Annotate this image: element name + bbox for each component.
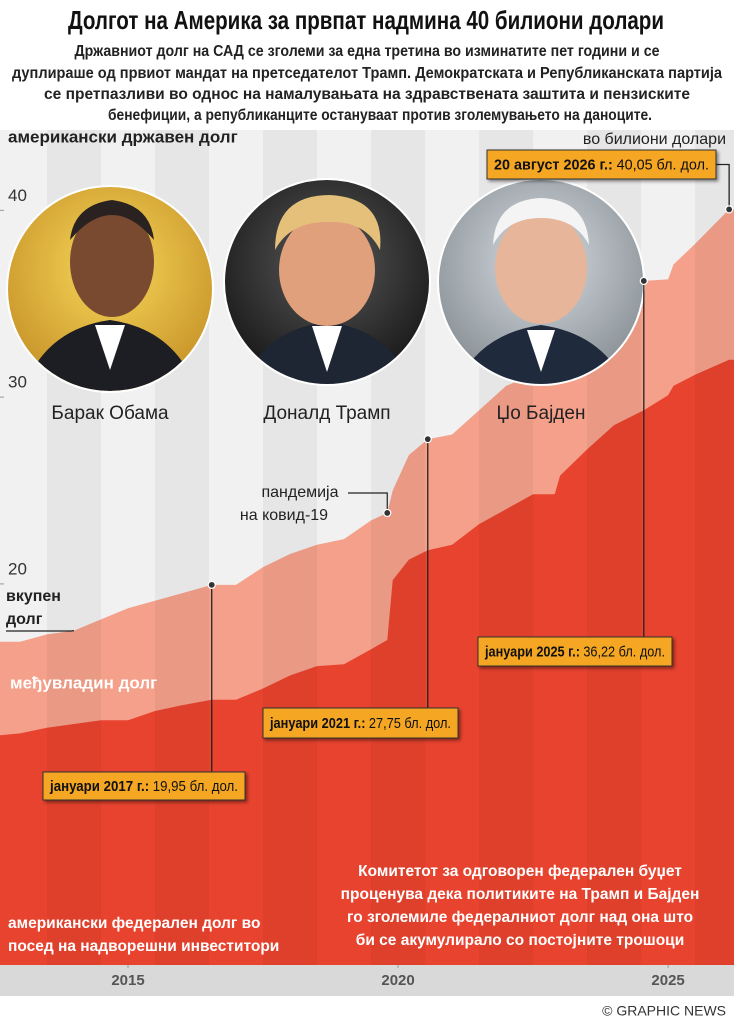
person-name: Барак Обама: [51, 403, 169, 424]
subtitle: Државниот долг на САД се зголеми за една…: [75, 43, 660, 60]
y-tick-label: 40: [8, 186, 27, 205]
point-marker: [639, 276, 648, 286]
leader: [716, 163, 730, 210]
callout-date: јануари 2025 г.:: [484, 643, 580, 660]
point-marker: [423, 435, 432, 444]
callout-text: јануари 2021 г.:27,75 бл. дол.: [269, 715, 451, 732]
series-label: американски федерален долг во посед на на…: [8, 915, 279, 955]
callout-value: 27,75 бл. дол.: [369, 715, 451, 732]
series-label-line: долг: [6, 611, 43, 628]
y-tick-label: 20: [8, 559, 27, 578]
callout-box: [42, 771, 246, 801]
annotation: би се акумулирало со постојните трошоци: [356, 932, 685, 949]
annotation: го зголемиле федералниот долг над она шт…: [347, 909, 693, 926]
annotation: Комитетот за одговорен федерален буџет: [358, 863, 682, 880]
callout-value: 40,05 бл. дол.: [617, 156, 709, 173]
callout-text: 20 август 2026 г.:40,05 бл. дол.: [494, 156, 709, 173]
annotation: пандемија: [261, 484, 338, 501]
year-stripe: [695, 130, 734, 965]
credit: © GRAPHIC NEWS: [602, 1003, 726, 1019]
annotation: на ковид-19: [240, 507, 328, 524]
callout-text: јануари 2025 г.:36,22 бл. дол.: [484, 643, 665, 660]
callout-text: јануари 2017 г.:19,95 бл. дол.: [49, 778, 238, 795]
person-name: Доналд Трамп: [263, 403, 390, 424]
callout-box: [486, 149, 717, 180]
chart-title: Долгот на Америка за првпат надмина 40 б…: [68, 5, 664, 35]
portrait: [6, 185, 214, 393]
series-label-line: вкупен: [6, 588, 61, 605]
x-tick-label: 2025: [651, 972, 684, 989]
units-label: во билиони долари: [583, 131, 726, 148]
annotation: проценува дека политиките на Трамп и Бај…: [341, 886, 700, 903]
series-label-line: американски федерален долг во: [8, 915, 260, 932]
subtitle: се претпазливи во однос на намалувањата …: [44, 86, 690, 103]
callout-date: 20 август 2026 г.:: [494, 156, 613, 173]
area: [0, 359, 734, 965]
callout-date: јануари 2021 г.:: [269, 715, 365, 732]
y-axis-label: американски државен долг: [8, 127, 238, 146]
callout-box: [262, 707, 459, 739]
x-tick-label: 2020: [381, 972, 414, 989]
series-label-line: посед на надворешни инвеститори: [8, 938, 279, 955]
callout-value: 19,95 бл. дол.: [153, 778, 238, 795]
point-marker: [383, 508, 392, 518]
x-tick-label: 2015: [111, 972, 144, 989]
annotation: међувладин долг: [10, 673, 157, 692]
x-axis-band: [0, 965, 734, 996]
leader: [348, 492, 388, 513]
point-marker: [725, 205, 734, 214]
callout-date: јануари 2017 г.:: [49, 778, 149, 795]
person-name: Џо Бајден: [497, 403, 586, 424]
callout-box: [477, 636, 673, 667]
point-marker: [207, 580, 216, 589]
callout-value: 36,22 бл. дол.: [583, 643, 665, 660]
portrait: [437, 178, 645, 386]
series-label: вкупен долг: [6, 588, 61, 628]
subtitle: дуплираше од првиот мандат на претседате…: [12, 65, 722, 82]
subtitle: бенефиции, а републиканците остануваат п…: [108, 107, 652, 124]
y-tick-label: 30: [8, 373, 27, 392]
